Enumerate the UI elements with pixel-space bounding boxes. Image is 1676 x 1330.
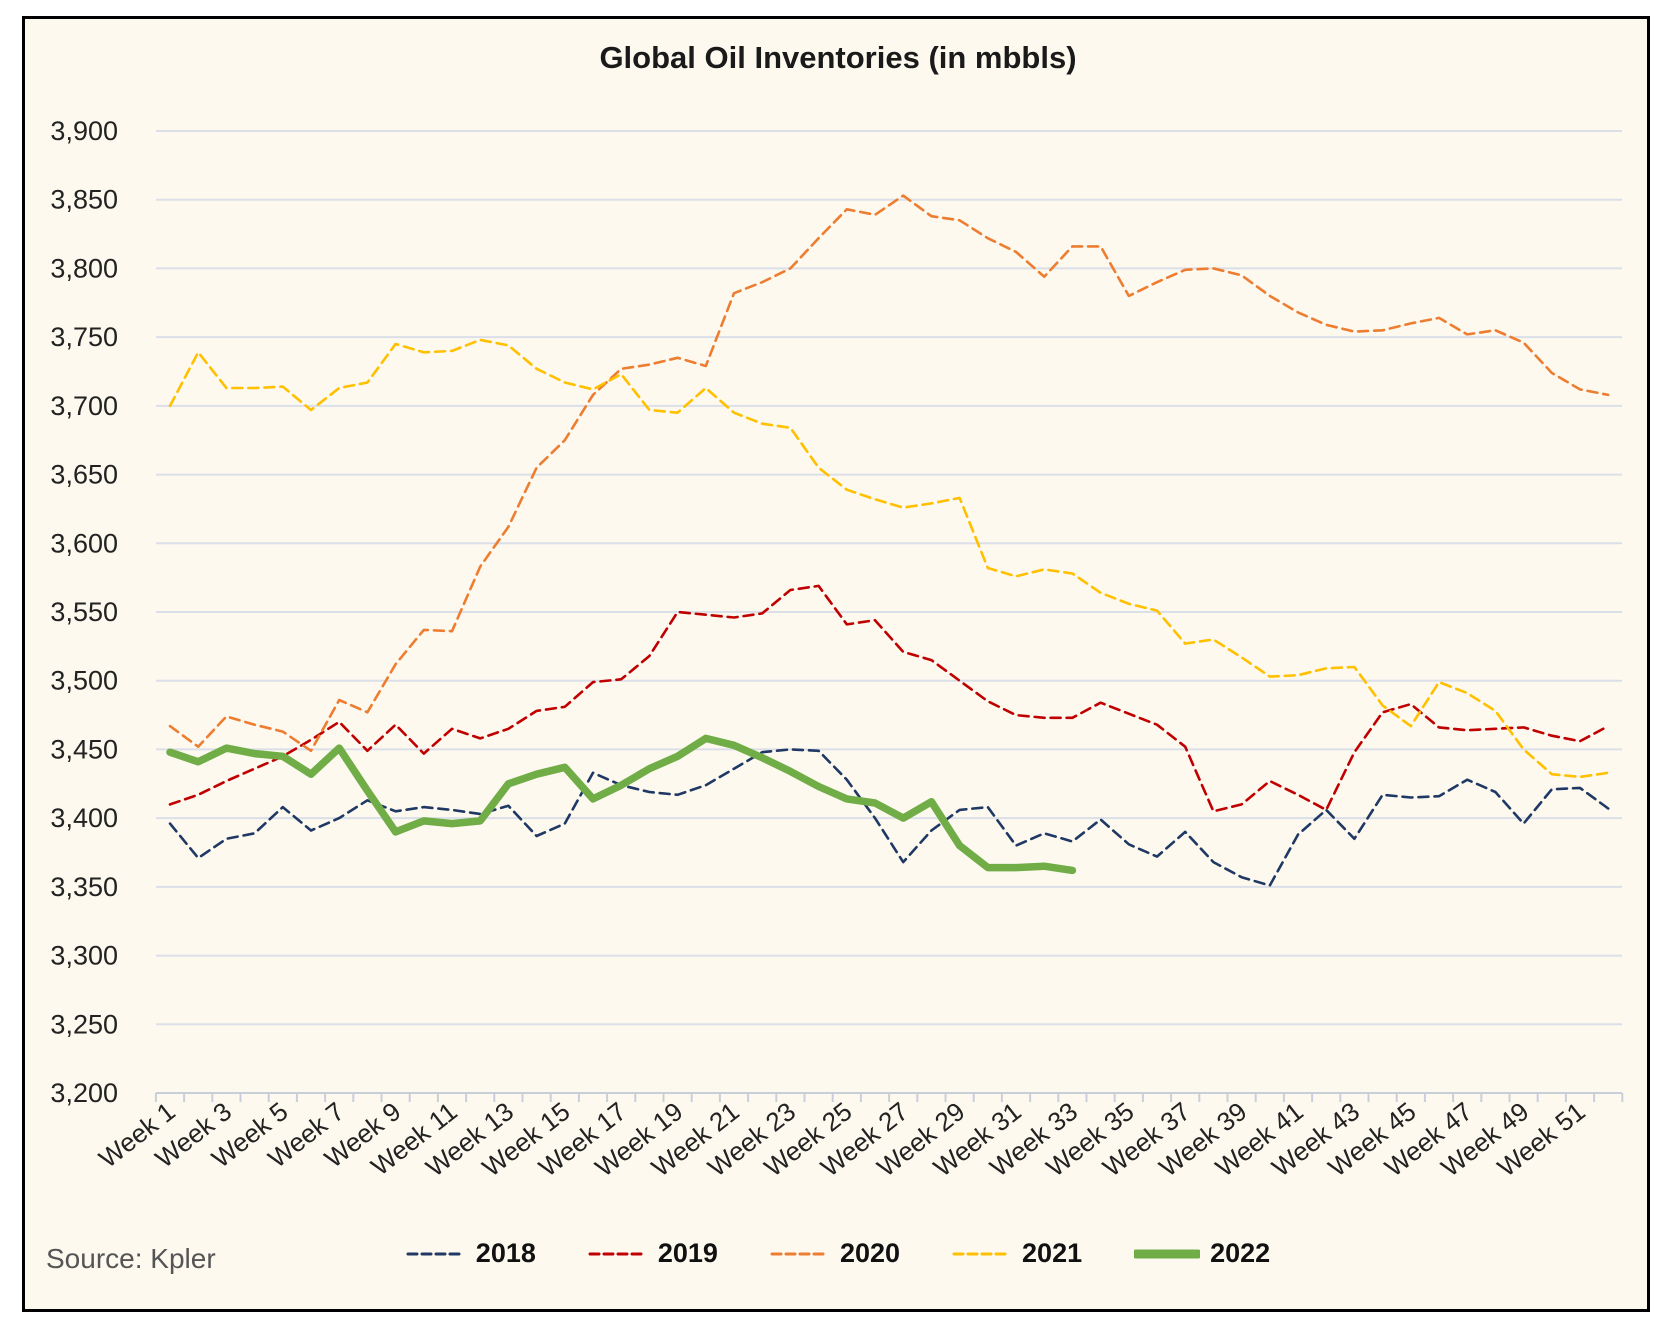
y-axis-tick-label: 3,250 xyxy=(50,1009,118,1039)
legend-label-2020: 2020 xyxy=(839,1238,901,1268)
legend-line-sample-2022 xyxy=(1134,1249,1201,1258)
series-line-2018 xyxy=(168,748,1610,887)
y-axis-tick-label: 3,300 xyxy=(50,941,118,971)
y-axis-tick-label: 3,650 xyxy=(50,460,118,490)
source-note: Source: Kpler xyxy=(46,1243,216,1274)
y-axis-tick-label: 3,800 xyxy=(50,253,118,283)
legend-line-sample-2021 xyxy=(952,1252,1012,1255)
legend-line-sample-2018 xyxy=(406,1252,466,1255)
y-axis-tick-label: 3,600 xyxy=(50,528,118,558)
legend-label-2021: 2021 xyxy=(1022,1238,1083,1268)
y-axis-tick-label: 3,550 xyxy=(50,597,118,627)
series-line-2020 xyxy=(168,194,1610,753)
y-axis-tick-label: 3,350 xyxy=(50,872,118,902)
legend-item-2022: 2022 xyxy=(1134,1238,1270,1269)
chart-frame xyxy=(22,16,1650,1312)
legend-item-2021: 2021 xyxy=(952,1238,1082,1269)
series-line-2021 xyxy=(168,338,1610,779)
y-axis-tick-label: 3,850 xyxy=(50,185,118,215)
legend-line-sample-2020 xyxy=(770,1252,830,1255)
y-axis-tick-label: 3,900 xyxy=(50,116,118,146)
chart-legend: 2018 2019 2020 2021 2022 xyxy=(0,1238,1676,1269)
y-axis-tick-label: 3,450 xyxy=(50,734,118,764)
y-axis-tick-label: 3,750 xyxy=(50,322,118,352)
legend-label-2019: 2019 xyxy=(657,1238,718,1268)
y-axis-tick-label: 3,200 xyxy=(50,1078,118,1108)
legend-line-sample-2019 xyxy=(588,1252,648,1255)
y-axis-tick-label: 3,500 xyxy=(50,666,118,696)
series-line-2019 xyxy=(168,584,1610,813)
chart-title: Global Oil Inventories (in mbbls) xyxy=(599,40,1077,75)
legend-item-2020: 2020 xyxy=(770,1238,900,1269)
series-line-2022 xyxy=(166,734,1077,875)
y-axis-tick-label: 3,400 xyxy=(50,803,118,833)
legend-item-2018: 2018 xyxy=(406,1238,536,1269)
legend-label-2022: 2022 xyxy=(1210,1238,1271,1268)
y-axis-tick-label: 3,700 xyxy=(50,391,118,421)
legend-label-2018: 2018 xyxy=(475,1238,536,1268)
legend-item-2019: 2019 xyxy=(588,1238,718,1269)
